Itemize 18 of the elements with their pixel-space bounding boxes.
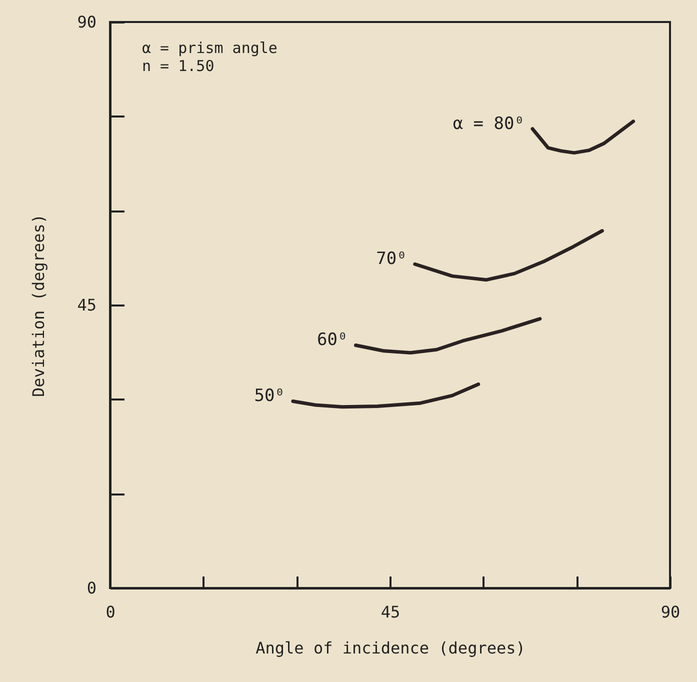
- line-series: [413, 229, 604, 282]
- line-series: [354, 317, 542, 355]
- x-axis-title: Angle of incidence (degrees): [256, 638, 526, 658]
- annotation: n = 1.50: [142, 57, 214, 75]
- series-label: 60⁰: [317, 330, 348, 350]
- y-tick-label: 90: [77, 12, 96, 32]
- x-tick-label: 90: [660, 602, 680, 622]
- y-tick-label: 0: [86, 578, 96, 598]
- series-label: 50⁰: [254, 386, 285, 406]
- y-axis-title: Deviation (degrees): [29, 214, 48, 398]
- line-series: [291, 382, 480, 409]
- line-series: [530, 120, 636, 155]
- annotation: α = prism angle: [142, 39, 278, 57]
- y-tick-label: 45: [77, 296, 96, 314]
- x-tick-label: 0: [106, 602, 116, 622]
- series-label: 70⁰: [376, 249, 407, 270]
- x-tick-label: 45: [380, 602, 400, 622]
- series-label: α = 80⁰: [452, 114, 524, 134]
